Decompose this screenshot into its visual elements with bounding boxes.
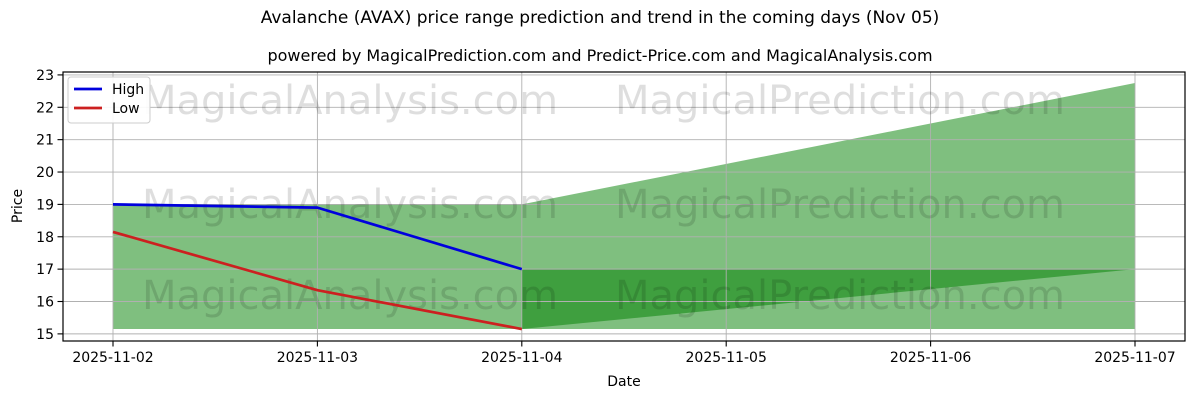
axis-layer: 2025-11-02 2025-11-03 2025-11-04 2025-11-05… [36,68,1176,366]
series-line-low [112,230,523,331]
legend-low-label: Low [112,101,140,117]
y-ticklabel-23: 23 [36,68,54,84]
legend-high-label: High [112,82,144,98]
y-ticklabel-16: 16 [36,295,54,311]
x-ticklabel-2025-11-04: 2025-11-04 [481,350,562,366]
band-prediction-overlap [521,269,1135,330]
x-ticklabel-2025-11-07: 2025-11-07 [1094,350,1175,366]
chart-title: Avalanche (AVAX) price range prediction … [261,8,940,28]
y-ticklabel-18: 18 [36,230,54,246]
series-line-high [112,203,523,271]
forecast-band-layer [113,83,1135,330]
grid-layer [63,72,1185,341]
y-axis-label: Price [10,189,26,223]
x-ticklabel-2025-11-06: 2025-11-06 [890,350,971,366]
watermark-text: MagicalAnalysis.com [142,78,558,124]
y-ticklabel-15: 15 [36,327,54,343]
x-ticklabel-2025-11-02: 2025-11-02 [72,350,153,366]
x-ticklabel-2025-11-05: 2025-11-05 [686,350,767,366]
band-prediction-range [113,83,1135,330]
series-layer [112,203,523,331]
x-axis-label: Date [607,374,640,390]
plot-border [62,71,1186,342]
y-ticklabel-22: 22 [36,100,54,116]
chart-subtitle: powered by MagicalPrediction.com and Pre… [267,46,932,65]
y-ticklabel-20: 20 [36,165,54,181]
y-ticklabel-21: 21 [36,133,54,149]
watermark-text: MagicalPrediction.com [615,273,1065,319]
watermark-text: MagicalPrediction.com [615,182,1065,228]
legend: High Low [67,76,151,124]
x-ticklabel-2025-11-03: 2025-11-03 [277,350,358,366]
y-ticklabel-19: 19 [36,197,54,213]
y-ticklabel-17: 17 [36,262,54,278]
watermark-text: MagicalPrediction.com [615,78,1065,124]
